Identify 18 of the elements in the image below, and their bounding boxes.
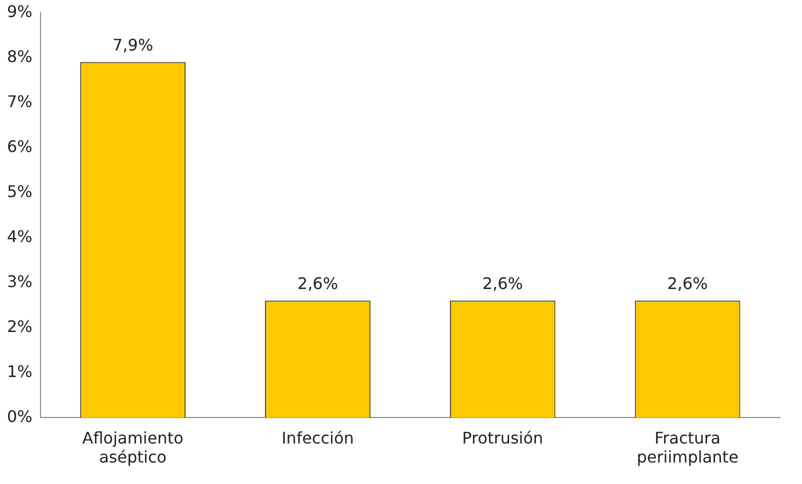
y-tick-label: 5% bbox=[6, 182, 32, 201]
data-label: 7,9% bbox=[112, 35, 154, 54]
y-tick-label: 0% bbox=[6, 406, 32, 426]
data-label: 2,6% bbox=[297, 274, 338, 293]
data-label: 2,6% bbox=[667, 274, 708, 293]
y-tick-label: 7% bbox=[6, 92, 32, 111]
data-label: 2,6% bbox=[482, 274, 523, 293]
y-tick-label: 2% bbox=[6, 316, 32, 336]
y-tick-label: 4% bbox=[6, 226, 32, 246]
x-tick-label: Fractura periimplante bbox=[636, 428, 738, 467]
y-tick-label: 6% bbox=[6, 136, 32, 156]
x-tick-label: Protrusión bbox=[462, 428, 544, 448]
y-tick-label: 9% bbox=[6, 2, 32, 21]
x-tick-label: Infección bbox=[282, 428, 354, 448]
y-tick-label: 3% bbox=[6, 272, 32, 291]
x-tick-label: Aflojamiento aséptico bbox=[82, 428, 184, 467]
y-tick-label: 1% bbox=[6, 362, 32, 381]
y-tick-label: 8% bbox=[6, 46, 32, 66]
